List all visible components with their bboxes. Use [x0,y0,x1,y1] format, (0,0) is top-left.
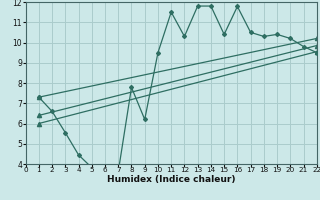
X-axis label: Humidex (Indice chaleur): Humidex (Indice chaleur) [107,175,236,184]
